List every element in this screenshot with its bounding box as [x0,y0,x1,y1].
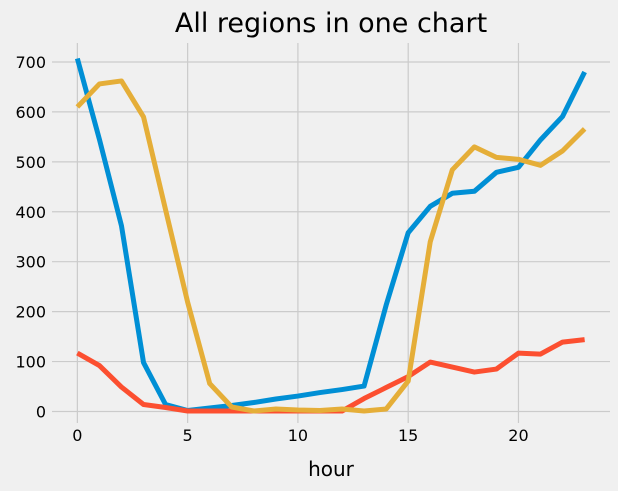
y-tick-label: 100 [15,353,46,372]
x-tick-label: 5 [183,426,193,445]
series-line-1 [74,57,587,414]
x-tick-label: 15 [398,426,418,445]
x-tick-label: 0 [72,426,82,445]
y-tick-label: 600 [15,103,46,122]
chart-title: All regions in one chart [175,8,487,39]
y-tick-label: 0 [36,403,46,422]
y-tick-labels: 0 100 200 300 400 500 600 700 [15,53,46,422]
y-tick-label: 400 [15,203,46,222]
x-tick-labels: 0 5 10 15 20 [72,426,528,445]
y-tick-label: 200 [15,303,46,322]
x-tick-label: 10 [288,426,308,445]
series-line-3 [75,78,587,414]
y-tick-label: 300 [15,253,46,272]
x-axis-label: hour [308,457,355,481]
series-lines [74,57,587,414]
x-tick-label: 20 [508,426,528,445]
y-tick-label: 700 [15,53,46,72]
y-tick-label: 500 [15,153,46,172]
